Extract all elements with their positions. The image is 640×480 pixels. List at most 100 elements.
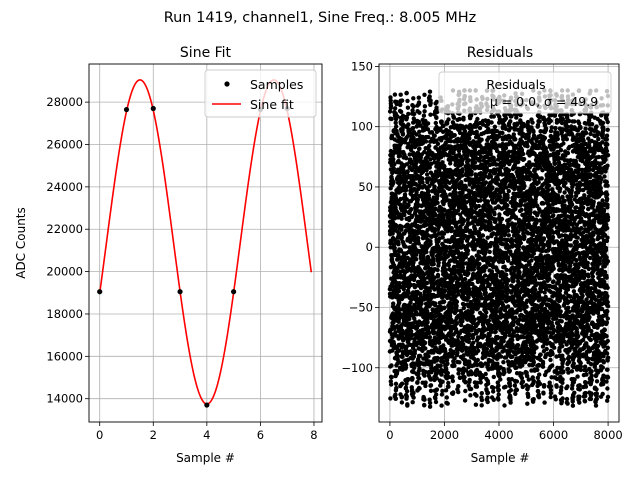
residual-point	[485, 390, 491, 395]
residual-point	[468, 386, 474, 392]
residual-point	[402, 192, 408, 197]
residual-point	[448, 139, 453, 144]
residual-point	[495, 361, 500, 366]
residual-point	[443, 388, 449, 393]
residual-point	[483, 180, 489, 185]
residual-point	[477, 261, 482, 267]
residual-point	[458, 367, 463, 372]
residual-point	[469, 169, 474, 174]
residual-point	[399, 98, 405, 103]
residual-point	[427, 89, 433, 94]
sine-fit-plot: 0 2 4 6 814000160001800020000220002400026000…	[14, 45, 323, 465]
residual-point	[398, 102, 403, 108]
residual-point	[436, 260, 441, 265]
residual-point	[484, 346, 490, 351]
residual-point	[485, 122, 491, 127]
residual-point	[438, 126, 443, 131]
residual-point	[412, 111, 417, 117]
residual-point	[435, 267, 440, 273]
residual-point	[454, 259, 460, 265]
residual-point	[395, 353, 400, 358]
residual-point	[403, 385, 409, 390]
residual-point	[417, 129, 422, 134]
residual-point	[498, 377, 503, 382]
residual-point	[428, 388, 434, 393]
residual-point	[420, 180, 425, 185]
residual-point	[427, 404, 433, 409]
residual-point	[408, 329, 414, 334]
residual-point	[440, 379, 445, 384]
residual-point	[496, 133, 501, 139]
residual-point	[503, 384, 508, 389]
residual-point	[451, 115, 457, 120]
residual-point	[519, 207, 524, 212]
residual-point	[473, 372, 479, 377]
residual-point	[462, 398, 468, 403]
residual-point	[456, 389, 461, 395]
sine-fit-xtick-label: 6	[257, 428, 264, 442]
residual-point	[476, 203, 481, 209]
residual-point	[432, 314, 438, 319]
residual-point	[388, 396, 393, 401]
residual-point	[507, 368, 512, 373]
residual-point	[416, 95, 421, 100]
residual-point	[451, 122, 456, 127]
residual-point	[427, 288, 432, 294]
residual-point	[399, 235, 404, 240]
residual-point	[410, 196, 415, 202]
residual-point	[433, 301, 438, 306]
residual-point	[519, 371, 524, 376]
residual-point	[460, 319, 465, 324]
residual-point	[491, 389, 496, 394]
residual-point	[431, 329, 437, 335]
residual-point	[459, 251, 464, 256]
residual-point	[439, 372, 444, 377]
residual-point	[460, 265, 465, 270]
residual-point	[483, 273, 488, 278]
residual-point	[495, 244, 500, 249]
sine-fit-ylabel: ADC Counts	[14, 207, 28, 279]
residual-point	[442, 288, 448, 293]
residual-point	[442, 164, 447, 169]
residual-point	[450, 374, 455, 380]
residual-point	[409, 213, 415, 219]
residual-point	[422, 373, 427, 378]
residual-point	[503, 333, 508, 339]
residual-point	[402, 212, 407, 218]
residual-point	[505, 203, 510, 208]
residual-point	[494, 277, 499, 283]
residual-point	[407, 316, 412, 322]
residual-point	[422, 109, 427, 114]
residual-point	[394, 333, 399, 338]
residual-point	[475, 380, 480, 385]
residual-point	[415, 380, 420, 385]
residual-point	[456, 384, 461, 389]
residual-point	[389, 375, 394, 380]
residual-point	[489, 120, 494, 125]
residual-point	[464, 226, 470, 232]
residual-point	[459, 239, 464, 244]
sine-fit-xlabel: Sample #	[176, 451, 235, 465]
residual-point	[426, 188, 431, 193]
residual-point	[477, 158, 482, 163]
residual-point	[466, 295, 471, 300]
residual-point	[400, 354, 405, 359]
sample-point	[231, 289, 237, 295]
residual-point	[424, 249, 429, 255]
residual-point	[450, 176, 455, 181]
sample-point	[150, 105, 156, 112]
residual-point	[472, 226, 478, 232]
legend-samples-marker	[224, 81, 230, 87]
residual-point	[441, 123, 446, 129]
residual-point	[511, 278, 516, 283]
residual-point	[451, 264, 457, 270]
residual-point	[472, 160, 478, 165]
residual-point	[398, 92, 403, 97]
residual-point	[498, 354, 504, 359]
residual-point	[422, 92, 427, 98]
residual-point	[433, 178, 439, 183]
sample-point	[177, 289, 183, 295]
residual-point	[423, 139, 429, 144]
residual-point	[496, 383, 501, 388]
residual-point	[518, 307, 523, 313]
